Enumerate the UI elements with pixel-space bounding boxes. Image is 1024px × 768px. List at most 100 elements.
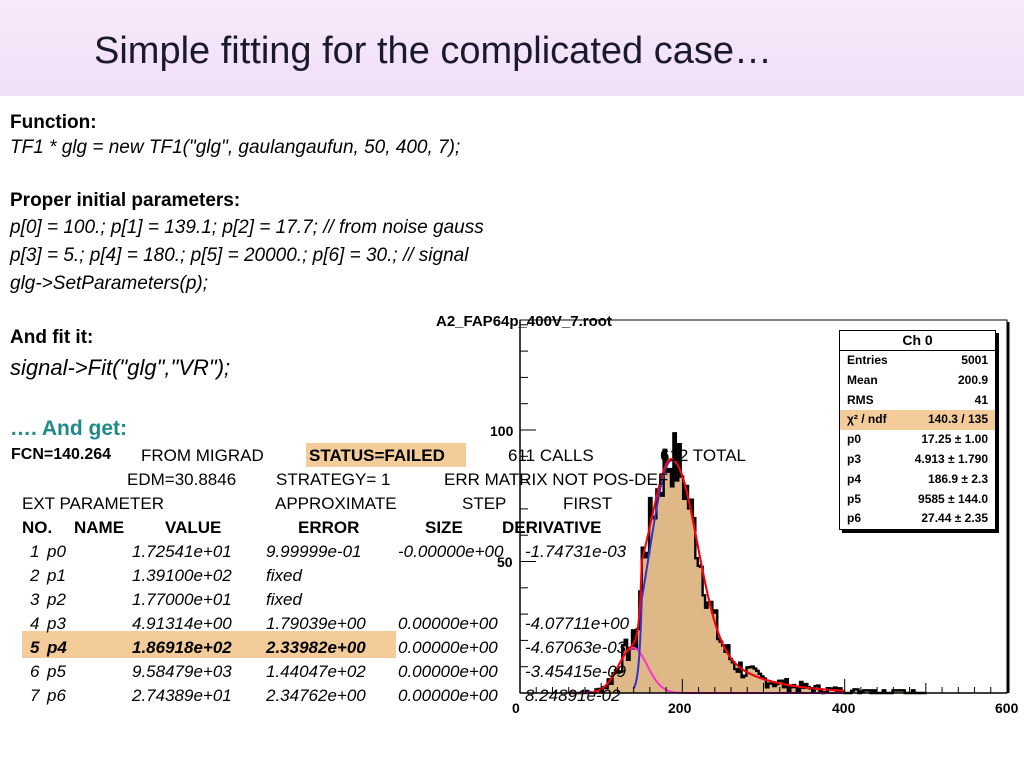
stats-key: p5 (847, 491, 862, 506)
param-size: -0.00000e+00 (398, 542, 504, 561)
row-highlight (22, 631, 396, 658)
param-no: 5 (30, 638, 40, 657)
stats-key: Entries (847, 353, 888, 367)
param-deriv: -4.67063e-03 (525, 638, 627, 657)
fcn-value: FCN=140.264 (11, 446, 112, 463)
x-tick-label: 0 (512, 700, 520, 716)
param-error: 1.44047e+02 (266, 662, 366, 681)
param-name: p0 (47, 542, 66, 561)
param-size: 0.00000e+00 (398, 638, 498, 657)
param-no: 7 (30, 686, 40, 705)
get-label: …. And get: (10, 417, 128, 440)
stats-key: p4 (847, 471, 862, 486)
header-cell: EXT PARAMETER (22, 494, 165, 513)
edm-text: EDM=30.8846 (127, 470, 237, 489)
param-name: p3 (47, 614, 66, 633)
stats-row: Entries 5001 (840, 351, 995, 371)
param-error: fixed (266, 566, 302, 585)
header-cell: ERROR (298, 518, 360, 537)
fit-label: And fit it: (10, 327, 94, 348)
stats-row: p5 9585 ± 144.0 (840, 490, 995, 510)
param-no: 4 (30, 614, 40, 633)
param-value: 2.74389e+01 (132, 686, 232, 705)
stats-row: RMS 41 (840, 391, 995, 411)
function-label: Function: (10, 112, 97, 133)
err-matrix-text: ERR MATRIX NOT POS-DEF (444, 470, 669, 489)
strategy-text: STRATEGY= 1 (276, 470, 391, 489)
params-line-2: p[3] = 5.; p[4] = 180.; p[5] = 20000.; p… (10, 245, 469, 266)
stats-key: Mean (847, 372, 878, 387)
stats-row: Mean 200.9 (840, 371, 995, 391)
function-code: TF1 * glg = new TF1("glg", gaulangaufun,… (10, 137, 461, 158)
status-highlight (306, 443, 466, 467)
header-cell: STEP (462, 494, 507, 513)
params-label: Proper initial parameters: (10, 190, 241, 211)
param-name: p1 (47, 566, 66, 585)
histogram-line (568, 432, 927, 695)
param-error: fixed (266, 590, 302, 609)
stats-value: 186.9 ± 2.3 (928, 471, 988, 486)
param-name: p2 (47, 590, 66, 609)
stats-key: p3 (847, 451, 862, 466)
stats-value: 4.913 ± 1.790 (914, 451, 988, 466)
param-value: 1.39100e+02 (132, 566, 232, 585)
param-deriv: -1.74731e-03 (525, 542, 627, 561)
fcn-from: FROM MIGRAD (141, 446, 264, 465)
param-error: 2.34762e+00 (266, 686, 366, 705)
header-cell: FIRST (563, 494, 613, 513)
y-tick-label: 50 (497, 554, 513, 570)
header-cell: NAME (74, 518, 125, 537)
param-name: p6 (47, 686, 66, 705)
stats-row: χ² / ndf 140.3 / 135 (840, 410, 995, 431)
total-text: 612 TOTAL (660, 446, 746, 465)
param-name: p5 (47, 662, 66, 681)
param-error: 1.79039e+00 (266, 614, 366, 633)
status-text: STATUS=FAILED (309, 446, 445, 465)
param-no: 3 (30, 590, 40, 609)
fit-code: signal->Fit("glg","VR"); (10, 355, 231, 380)
param-size: 0.00000e+00 (398, 686, 498, 705)
stats-row: p0 17.25 ± 1.00 (840, 430, 995, 450)
stats-row: p6 27.44 ± 2.35 (840, 509, 995, 529)
stats-value: 140.3 / 135 (927, 412, 988, 427)
stats-key: RMS (847, 392, 874, 407)
header-cell: SIZE (425, 518, 463, 537)
param-value: 9.58479e+03 (132, 662, 232, 681)
stats-value: 41 (974, 392, 988, 407)
stats-key: χ² / ndf (847, 412, 887, 427)
stats-box: Ch 0 Entries 5001 Mean 200.9 RMS 41 χ² / ndf 14… (839, 330, 996, 530)
x-tick-label: 600 (995, 700, 1019, 716)
header-cell: VALUE (165, 518, 222, 537)
header-cell: DERIVATIVE (502, 518, 602, 537)
param-value: 1.72541e+01 (132, 542, 232, 561)
param-value: 4.91314e+00 (132, 614, 232, 633)
stats-value: 5001 (961, 353, 988, 367)
stats-value: 200.9 (957, 372, 988, 387)
calls-text: 611 CALLS (508, 446, 594, 465)
stats-row: p4 186.9 ± 2.3 (840, 470, 995, 490)
header-cell: NO. (22, 518, 53, 537)
param-deriv: 8.24891e-02 (525, 686, 621, 705)
stats-value: 17.25 ± 1.00 (921, 432, 988, 447)
param-no: 1 (30, 542, 40, 561)
param-value: 1.86918e+02 (132, 638, 232, 657)
param-size: 0.00000e+00 (398, 662, 498, 681)
stats-value: 9585 ± 144.0 (918, 491, 988, 506)
param-error: 2.33982e+00 (266, 638, 366, 657)
param-no: 2 (30, 566, 40, 585)
params-line-3: glg->SetParameters(p); (10, 273, 208, 294)
slide-title: Simple fitting for the complicated case… (94, 30, 772, 72)
x-tick-label: 400 (832, 700, 856, 716)
param-no: 6 (30, 662, 40, 681)
header-cell: APPROXIMATE (275, 494, 397, 513)
y-tick-label: 100 (490, 423, 514, 439)
stats-value: 27.44 ± 2.35 (921, 511, 988, 526)
stats-row: p3 4.913 ± 1.790 (840, 450, 995, 470)
x-tick-label: 200 (668, 700, 692, 716)
param-size: 0.00000e+00 (398, 614, 498, 633)
fit-curve (592, 458, 845, 694)
plot-title: A2_FAP64p_400V_7.root (436, 313, 612, 330)
stats-title: Ch 0 (840, 331, 995, 351)
param-value: 1.77000e+01 (132, 590, 232, 609)
